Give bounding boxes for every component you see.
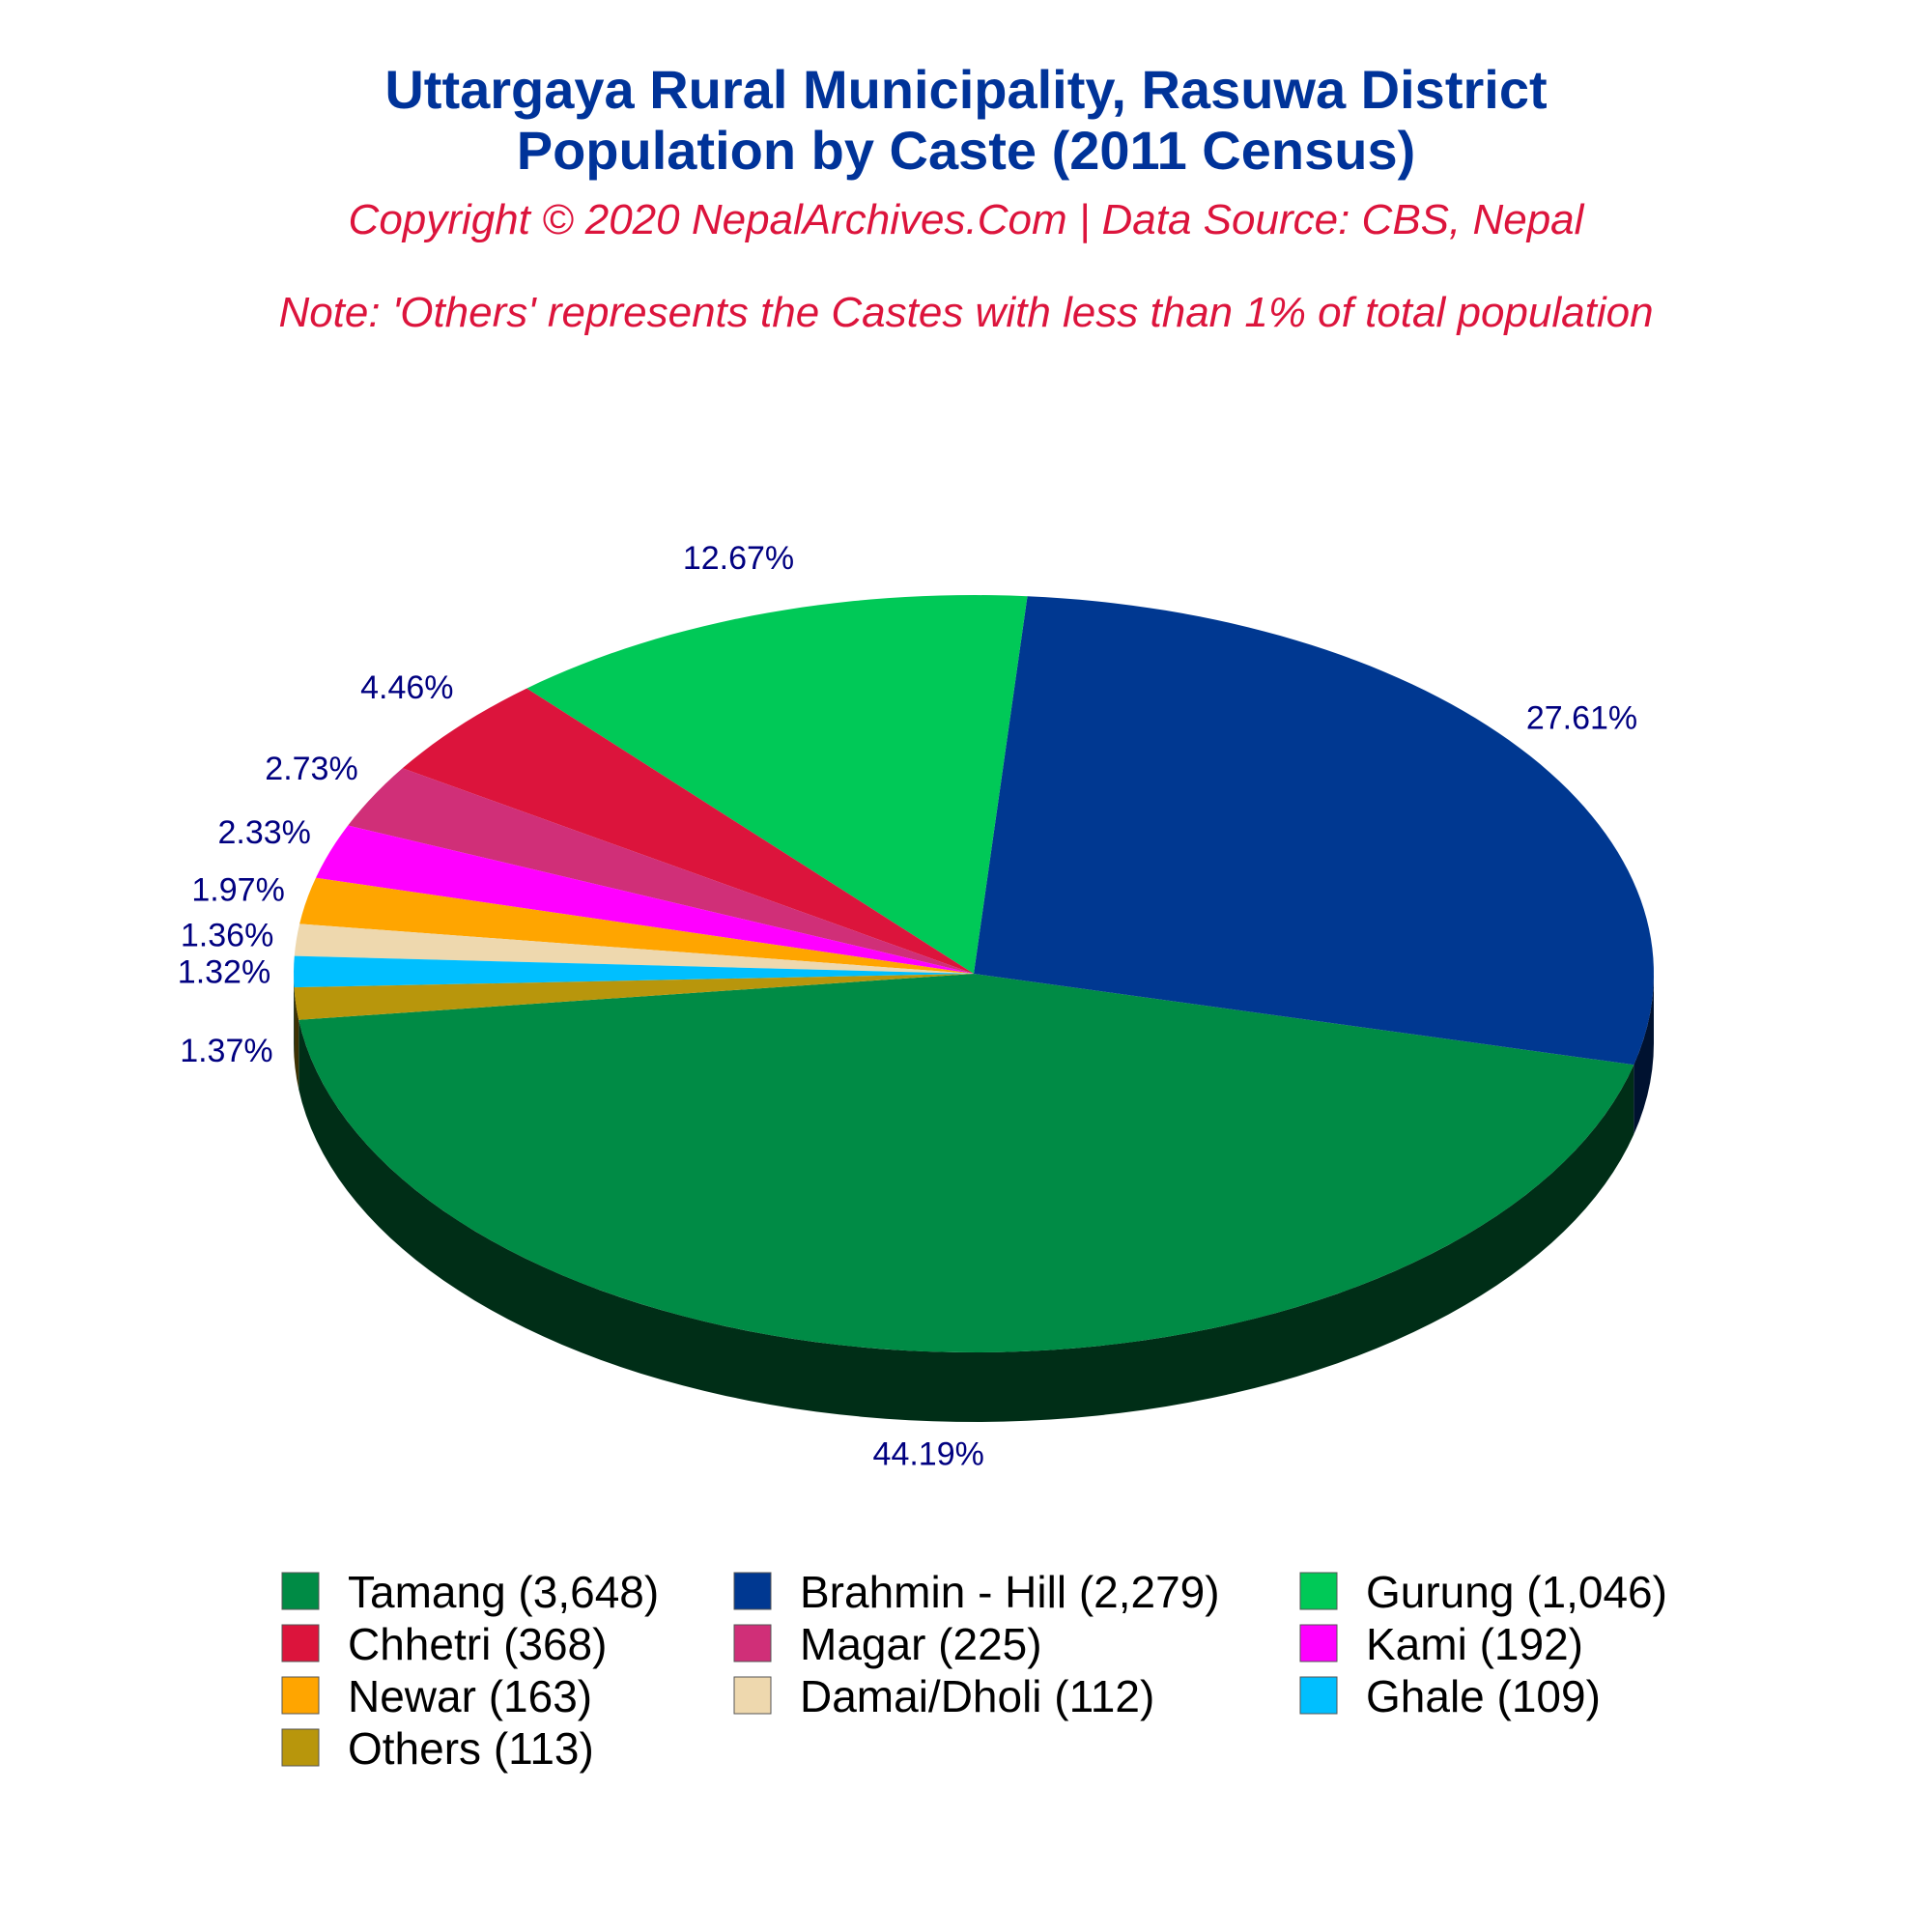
note-text: Note: 'Others' represents the Castes wit…	[278, 289, 1653, 336]
legend-swatch-kami	[1299, 1624, 1338, 1662]
pie-slice-ghale	[294, 955, 974, 988]
legend-label-magar: Magar (225)	[800, 1619, 1042, 1669]
legend-label-newar: Newar (163)	[348, 1671, 592, 1721]
legend-swatch-newar	[281, 1676, 320, 1715]
legend-swatch-chhetri	[281, 1624, 320, 1662]
pie-slice-newar	[299, 877, 974, 974]
pie-label-chhetri: 4.46%	[360, 669, 453, 706]
pie-side-brahmin-hill	[1634, 974, 1654, 1135]
pie-slice-kami	[315, 825, 975, 974]
pie-slice-brahmin-hill	[974, 596, 1654, 1065]
pie-labels-layer: 44.19% 27.61% 12.67% 4.46% 2.73% 2.33% 1.97% 1.…	[178, 540, 1637, 1473]
legend-label-others: Others (113)	[348, 1723, 594, 1774]
chart-title-line1: Uttargaya Rural Municipality, Rasuwa Dis…	[384, 59, 1547, 120]
pie-label-magar: 2.73%	[265, 751, 357, 787]
pie-slice-damai-dholi	[294, 923, 974, 974]
pie-label-gurung: 12.67%	[683, 540, 794, 577]
pie-slice-tamang	[298, 974, 1634, 1352]
legend-swatch-tamang	[281, 1572, 320, 1610]
legend-label-gurung: Gurung (1,046)	[1366, 1567, 1667, 1617]
pie-top-layer	[294, 595, 1654, 1352]
pie-slice-magar	[348, 768, 974, 974]
legend-label-damai-dholi: Damai/Dholi (112)	[800, 1671, 1154, 1721]
pie-label-damai-dholi: 1.36%	[181, 918, 273, 954]
pie-side-others	[294, 987, 299, 1090]
pie-label-kami: 2.33%	[217, 814, 310, 851]
legend-label-brahmin-hill: Brahmin - Hill (2,279)	[800, 1567, 1220, 1617]
legend: Tamang (3,648) Brahmin - Hill (2,279) Guru…	[281, 1567, 1667, 1774]
legend-swatch-damai-dholi	[733, 1676, 772, 1715]
pie-label-tamang: 44.19%	[873, 1435, 984, 1472]
legend-label-chhetri: Chhetri (368)	[348, 1619, 607, 1669]
legend-swatch-others	[281, 1728, 320, 1767]
legend-swatch-brahmin-hill	[733, 1572, 772, 1610]
pie-label-brahmin-hill: 27.61%	[1526, 700, 1637, 737]
legend-label-ghale: Ghale (109)	[1366, 1671, 1601, 1721]
pie-label-others: 1.37%	[180, 1033, 272, 1069]
legend-swatch-magar	[733, 1624, 772, 1662]
copyright-text: Copyright © 2020 NepalArchives.Com | Dat…	[349, 196, 1585, 243]
pie-label-newar: 1.97%	[191, 871, 284, 908]
pie-slice-chhetri	[402, 688, 974, 974]
chart-title-line2: Population by Caste (2011 Census)	[517, 120, 1415, 181]
legend-swatch-gurung	[1299, 1572, 1338, 1610]
pie-slice-gurung	[526, 595, 1028, 974]
legend-label-tamang: Tamang (3,648)	[348, 1567, 659, 1617]
legend-label-kami: Kami (192)	[1366, 1619, 1583, 1669]
pie-slice-others	[294, 974, 975, 1020]
pie-label-ghale: 1.32%	[178, 954, 270, 991]
pie-depth-layer	[294, 974, 1654, 1422]
legend-swatch-ghale	[1299, 1676, 1338, 1715]
pie-side-tamang	[298, 1019, 1634, 1422]
